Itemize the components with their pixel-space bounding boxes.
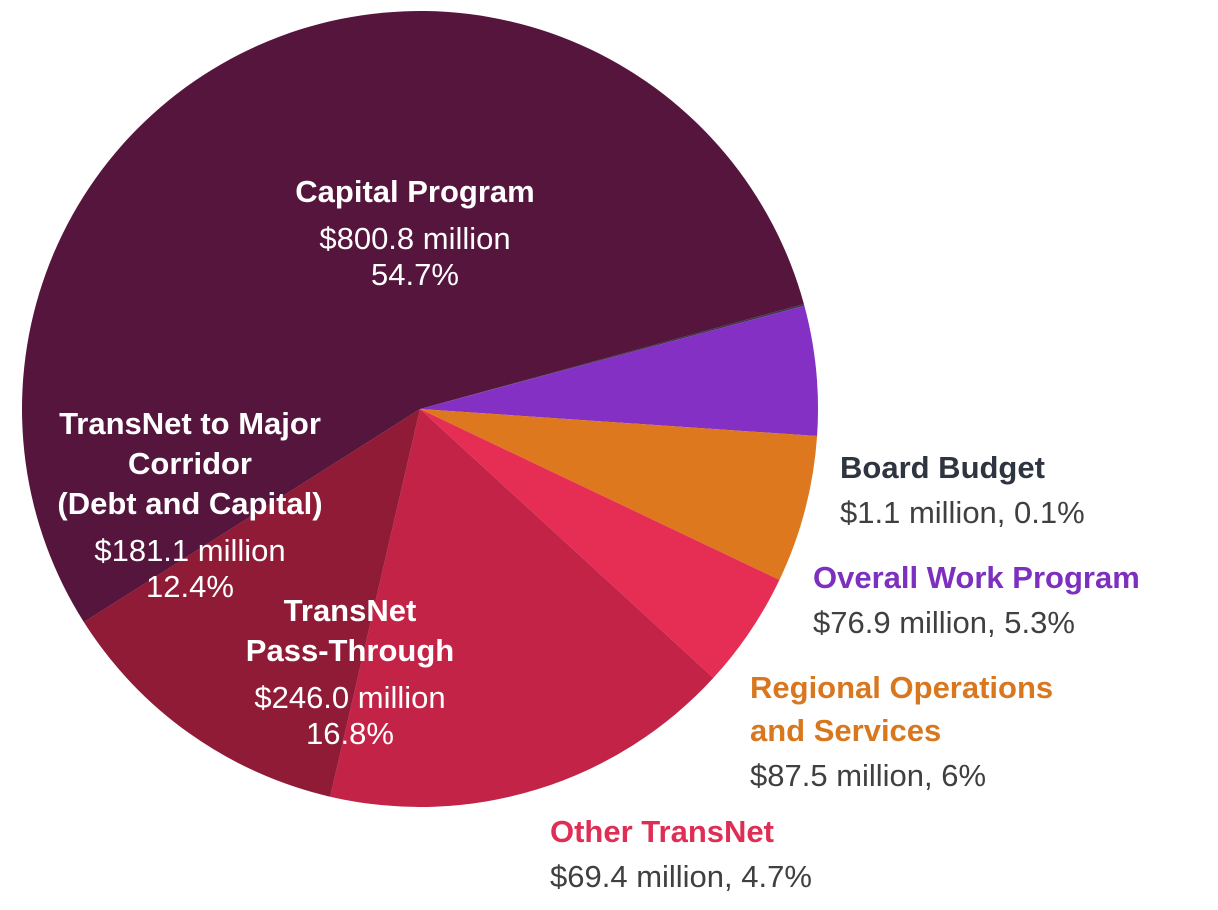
label-value-transnet-to-major-corridor-debt-and-capital-1: $181.1 million (94, 533, 285, 568)
label-name-transnet-to-major-corridor-debt-and-capital-1: TransNet to Major (59, 406, 321, 441)
label-name-regional-operations-and-services-2: and Services (750, 713, 941, 748)
slice-transnet-to-major-corridor-debt-and-capital (83, 409, 421, 797)
slice-capital-program (21, 11, 804, 623)
label-value-regional-operations-and-services: $87.5 million, 6% (750, 758, 986, 793)
label-name-transnet-to-major-corridor-debt-and-capital-2: Corridor (128, 446, 252, 481)
label-name-transnet-to-major-corridor-debt-and-capital-3: (Debt and Capital) (57, 486, 322, 521)
label-name-board-budget: Board Budget (840, 450, 1045, 485)
label-value-overall-work-program: $76.9 million, 5.3% (813, 605, 1075, 640)
label-value-capital-program-1: $800.8 million (319, 221, 510, 256)
slice-board-budget (420, 303, 805, 409)
label-name-transnet-pass-through-2: Pass-Through (246, 633, 454, 668)
slice-regional-operations-and-services (420, 409, 818, 580)
label-name-capital-program: Capital Program (295, 174, 534, 209)
pie-slices (21, 11, 818, 807)
label-name-regional-operations-and-services-1: Regional Operations (750, 670, 1053, 705)
pie-labels: Board Budget $1.1 million, 0.1% Overall Wo… (57, 174, 1139, 894)
label-value-capital-program-2: 54.7% (371, 257, 459, 292)
label-name-transnet-pass-through-1: TransNet (284, 593, 417, 628)
label-name-overall-work-program: Overall Work Program (813, 560, 1140, 595)
label-value-transnet-to-major-corridor-debt-and-capital-2: 12.4% (146, 569, 234, 604)
label-value-transnet-pass-through-1: $246.0 million (254, 680, 445, 715)
slice-transnet-pass-through (330, 409, 714, 807)
label-value-board-budget: $1.1 million, 0.1% (840, 495, 1085, 530)
slice-overall-work-program (420, 305, 818, 437)
label-value-transnet-pass-through-2: 16.8% (306, 716, 394, 751)
label-value-other-transnet: $69.4 million, 4.7% (550, 859, 812, 894)
slice-other-transnet (420, 409, 780, 678)
label-name-other-transnet: Other TransNet (550, 814, 774, 849)
